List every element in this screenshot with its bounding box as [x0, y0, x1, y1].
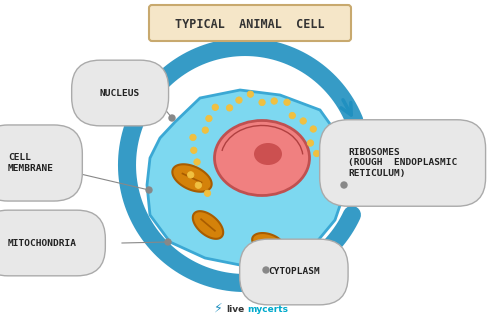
Ellipse shape	[214, 121, 310, 195]
Circle shape	[169, 115, 175, 121]
Circle shape	[206, 115, 212, 122]
Circle shape	[259, 99, 266, 106]
Circle shape	[165, 239, 171, 245]
Text: TYPICAL  ANIMAL  CELL: TYPICAL ANIMAL CELL	[175, 17, 325, 30]
Circle shape	[202, 127, 208, 133]
Circle shape	[146, 187, 152, 193]
Circle shape	[263, 267, 269, 273]
Circle shape	[247, 91, 254, 97]
Circle shape	[308, 140, 314, 146]
Circle shape	[236, 97, 242, 103]
Circle shape	[271, 98, 278, 104]
Circle shape	[300, 118, 306, 124]
Circle shape	[190, 134, 196, 141]
Text: ⚡: ⚡	[214, 302, 222, 315]
Circle shape	[204, 190, 210, 196]
Text: live: live	[226, 305, 244, 314]
Text: NUCLEUS: NUCLEUS	[100, 88, 140, 98]
Polygon shape	[147, 90, 348, 265]
Circle shape	[289, 112, 296, 119]
Circle shape	[284, 99, 290, 106]
FancyBboxPatch shape	[149, 5, 351, 41]
Circle shape	[194, 159, 200, 165]
Circle shape	[314, 150, 320, 157]
Text: CYTOPLASM: CYTOPLASM	[268, 268, 320, 276]
Circle shape	[212, 104, 218, 110]
Polygon shape	[193, 211, 223, 239]
Circle shape	[195, 182, 202, 189]
Circle shape	[188, 172, 194, 178]
Ellipse shape	[254, 143, 282, 165]
Polygon shape	[172, 164, 212, 192]
Polygon shape	[252, 233, 284, 253]
Circle shape	[226, 105, 233, 111]
Text: RIBOSOMES
(ROUGH  ENDOPLASMIC
RETICULUM): RIBOSOMES (ROUGH ENDOPLASMIC RETICULUM)	[348, 148, 457, 178]
Text: CELL
MEMBRANE: CELL MEMBRANE	[8, 153, 54, 173]
Text: mycerts: mycerts	[247, 305, 288, 314]
Text: MITOCHONDRIA: MITOCHONDRIA	[8, 238, 77, 248]
Circle shape	[341, 182, 347, 188]
Circle shape	[310, 126, 316, 132]
Circle shape	[190, 147, 197, 154]
